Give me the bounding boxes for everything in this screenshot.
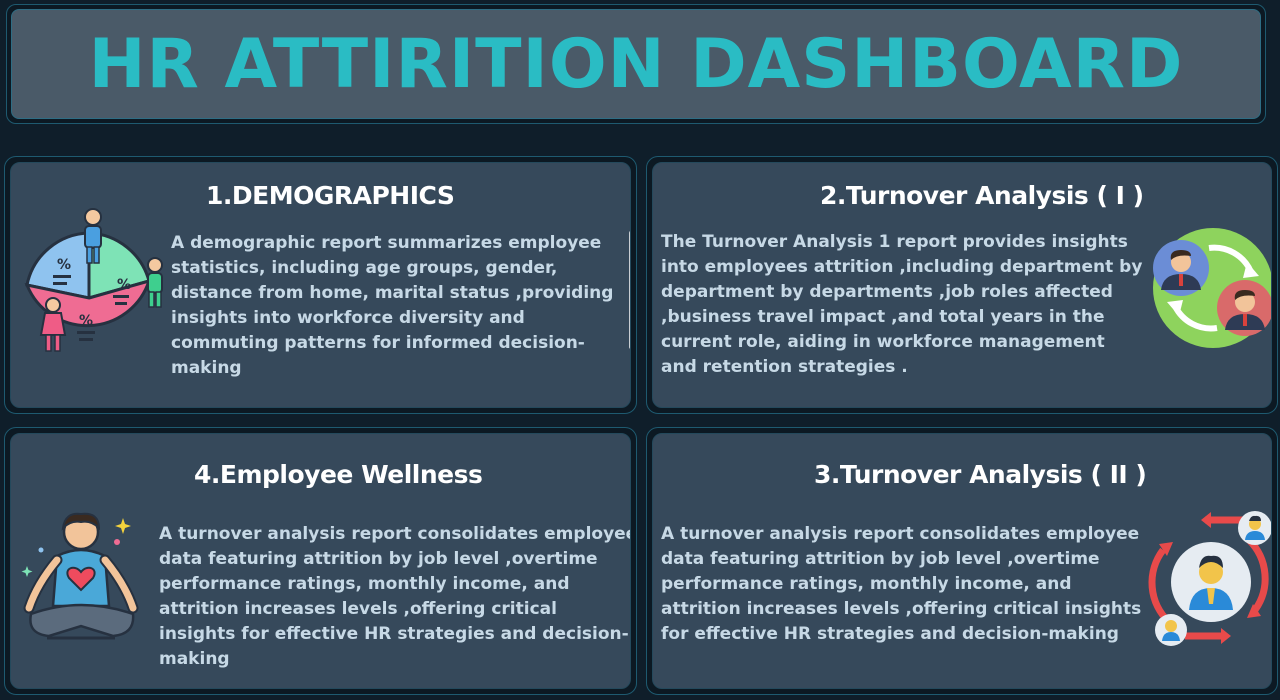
meditation-wellness-icon [21, 512, 139, 640]
card-turnover-analysis-2[interactable]: 3.Turnover Analysis ( II ) A turnover an… [646, 427, 1278, 695]
scrollbar-thumb[interactable] [629, 231, 630, 349]
demographics-pie-people-icon: % % % [24, 208, 163, 352]
card-employee-wellness-inner: 4.Employee Wellness A turnover analysis … [10, 433, 631, 689]
card-demographics[interactable]: 1.DEMOGRAPHICS A demographic report summ… [4, 156, 637, 414]
card-turnover-analysis-1-description: The Turnover Analysis 1 report provides … [661, 232, 1143, 377]
svg-text:%: % [79, 313, 93, 329]
card-turnover-analysis-2-title: 3.Turnover Analysis ( II ) [814, 460, 1147, 489]
card-turnover-analysis-1-inner: 2.Turnover Analysis ( I ) The Turnover A… [652, 162, 1272, 408]
card-employee-wellness-title: 4.Employee Wellness [194, 460, 483, 489]
header-inner: HR ATTIRITION DASHBOARD [11, 9, 1261, 119]
card-employee-wellness[interactable]: 4.Employee Wellness A turnover analysis … [4, 427, 637, 695]
card-turnover-analysis-1[interactable]: 2.Turnover Analysis ( I ) The Turnover A… [646, 156, 1278, 414]
svg-text:%: % [57, 257, 71, 273]
card-turnover-analysis-1-title: 2.Turnover Analysis ( I ) [820, 181, 1144, 210]
card-employee-wellness-description: A turnover analysis report consolidates … [159, 524, 631, 669]
dashboard-title: HR ATTIRITION DASHBOARD [88, 24, 1184, 104]
card-demographics-description: A demographic report summarizes employee… [171, 233, 614, 378]
header-panel: HR ATTIRITION DASHBOARD [6, 4, 1266, 124]
card-turnover-analysis-2-description: A turnover analysis report consolidates … [661, 524, 1142, 644]
svg-text:%: % [117, 277, 131, 293]
card-demographics-title: 1.DEMOGRAPHICS [206, 181, 455, 210]
employee-replacement-icon [1148, 511, 1271, 646]
card-turnover-analysis-2-inner: 3.Turnover Analysis ( II ) A turnover an… [652, 433, 1272, 689]
employee-turnover-icon [1153, 228, 1271, 348]
card-demographics-inner: 1.DEMOGRAPHICS A demographic report summ… [10, 162, 631, 408]
